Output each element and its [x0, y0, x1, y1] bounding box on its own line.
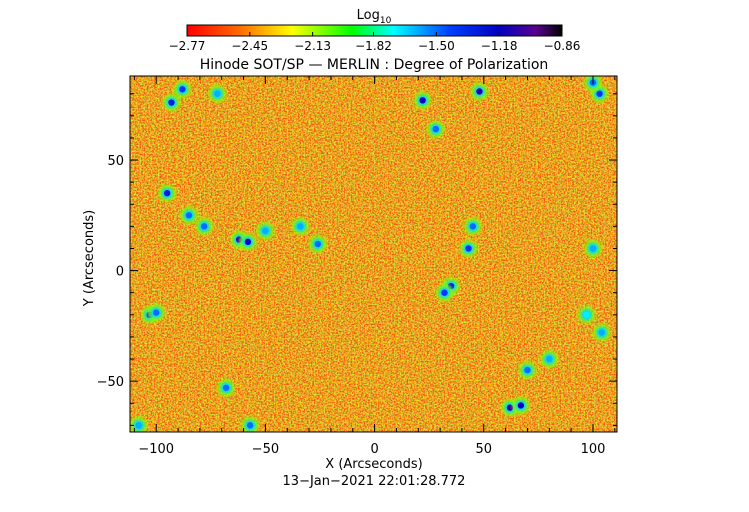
polarization-patch: [596, 90, 603, 97]
polarization-patch: [583, 311, 590, 319]
polarization-patch: [214, 90, 221, 97]
polarization-patch: [179, 86, 186, 93]
plot-area: [130, 76, 617, 432]
colorbar-ticks: −2.77 −2.45 −2.13 −1.82 −1.50 −1.18 −0.86: [169, 32, 581, 53]
polarization-patch: [546, 355, 553, 363]
chart-title: Hinode SOT/SP — MERLIN : Degree of Polar…: [200, 57, 549, 73]
colorbar-tick-label: −1.18: [481, 39, 518, 53]
colorbar-tick-label: −2.77: [169, 39, 206, 53]
x-tick-label: −100: [138, 442, 174, 457]
polarization-patch: [465, 245, 472, 252]
x-axis-label: X (Arcseconds): [325, 457, 422, 472]
heatmap-features: [130, 76, 611, 432]
heatmap-texture-green: [130, 76, 617, 432]
colorbar-tick-label: −2.45: [231, 39, 268, 53]
x-axis: −100 −50 0 50 100: [133, 76, 616, 457]
y-tick-label: −50: [97, 375, 124, 390]
polarization-patch: [163, 189, 171, 197]
polarization-patch: [222, 384, 230, 391]
polarization-patch: [476, 88, 483, 95]
polarization-patch: [314, 240, 322, 248]
polarization-patch: [506, 404, 514, 411]
y-tick-label: 50: [107, 154, 124, 169]
colorbar-gradient: [186, 24, 563, 37]
colorbar-label: Log10: [357, 8, 392, 26]
polarization-patch: [524, 366, 531, 374]
polarization-patch: [469, 223, 477, 230]
polarization-patch: [517, 402, 525, 409]
polarization-patch: [244, 238, 252, 246]
plot-frame: [129, 75, 618, 433]
polarization-patch: [297, 223, 304, 230]
polarization-patch: [201, 223, 208, 230]
x-tick-label: 100: [581, 442, 606, 457]
polarization-patch: [589, 245, 597, 252]
x-tick-label: 50: [476, 442, 493, 457]
timestamp: 13−Jan−2021 22:01:28.772: [283, 474, 466, 489]
x-tick-label: −50: [252, 442, 279, 457]
colorbar-tick-label: −1.50: [418, 39, 455, 53]
colorbar-tick-label: −1.82: [355, 39, 392, 53]
y-tick-label: 0: [116, 265, 124, 280]
polarization-patch: [168, 99, 175, 106]
colorbar-tick-label: −0.86: [544, 39, 581, 53]
y-axis: −50 0 50: [97, 93, 617, 426]
x-tick-label: 0: [370, 442, 378, 457]
colorbar-tick-label: −2.13: [294, 39, 331, 53]
polarization-patch: [153, 309, 160, 316]
colorbar: Log10 −2.77 −2.45 −2.13 −1.82 −1.50 −1.18 −0.8…: [169, 8, 581, 53]
y-axis-label: Y (Arcseconds): [82, 210, 97, 307]
polarization-patch: [441, 289, 448, 296]
polarization-patch: [419, 97, 426, 104]
polarization-patch: [246, 422, 254, 429]
polarization-patch: [598, 329, 605, 336]
polarization-patch: [185, 212, 193, 219]
polarization-patch: [135, 422, 142, 429]
polarization-patch: [262, 227, 269, 234]
polarization-patch: [432, 125, 439, 133]
